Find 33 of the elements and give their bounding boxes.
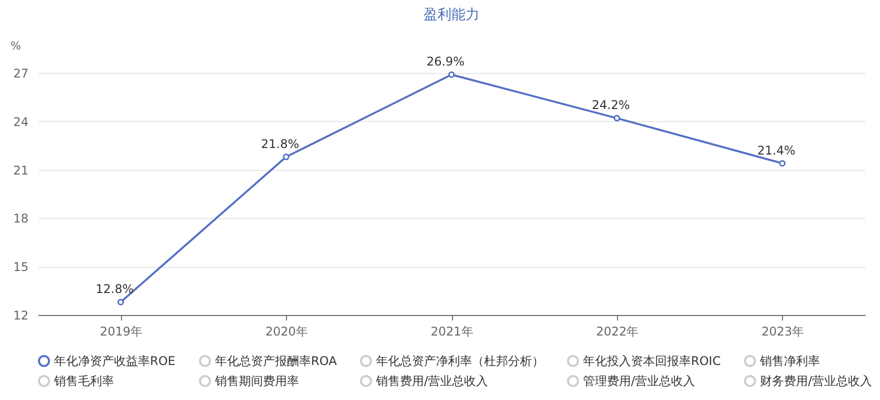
y-tick-label: 15 — [13, 260, 28, 274]
data-label: 21.4% — [757, 143, 796, 158]
point — [448, 71, 455, 78]
legend-label: 财务费用/营业总收入 — [760, 374, 872, 388]
legend-label: 销售期间费用率 — [214, 374, 299, 388]
legend-label: 管理费用/营业总收入 — [583, 374, 696, 388]
y-tick-label: 27 — [13, 66, 28, 80]
y-tick-label: 24 — [13, 114, 28, 129]
point — [117, 298, 124, 306]
x-tick-label: 2023年 — [762, 324, 804, 338]
point — [779, 160, 786, 167]
data-label: 12.8% — [96, 282, 134, 296]
legend-label: 年化净资产收益率ROE — [54, 354, 176, 368]
legend-label: 年化投入资本回报率ROIC — [583, 354, 721, 368]
x-tick-label: 2021年 — [430, 324, 474, 338]
legend-label: 销售费用/营业总收入 — [375, 374, 488, 388]
x-tick-label: 2022年 — [596, 324, 639, 338]
legend-label: 年化总资产净利率（杜邦分析） — [376, 354, 544, 368]
chart-title: 盈利能力 — [424, 7, 480, 23]
y-tick-label: 18 — [13, 212, 28, 226]
data-label: 21.8% — [261, 136, 300, 151]
x-tick-label: 2020年 — [265, 324, 308, 338]
legend-label: 销售净利率 — [759, 354, 820, 368]
point — [614, 114, 620, 122]
y-tick-label: 21 — [13, 163, 28, 178]
x-tick-label: 2019年 — [100, 324, 142, 338]
point — [282, 154, 290, 160]
data-label: 24.2% — [592, 98, 630, 112]
legend-label: 销售毛利率 — [53, 374, 114, 388]
y-axis-title: % — [10, 40, 21, 52]
legend-label: 年化总资产报酬率ROA — [215, 354, 338, 368]
y-tick-label: 12 — [13, 308, 28, 322]
data-label: 26.9% — [426, 54, 465, 69]
